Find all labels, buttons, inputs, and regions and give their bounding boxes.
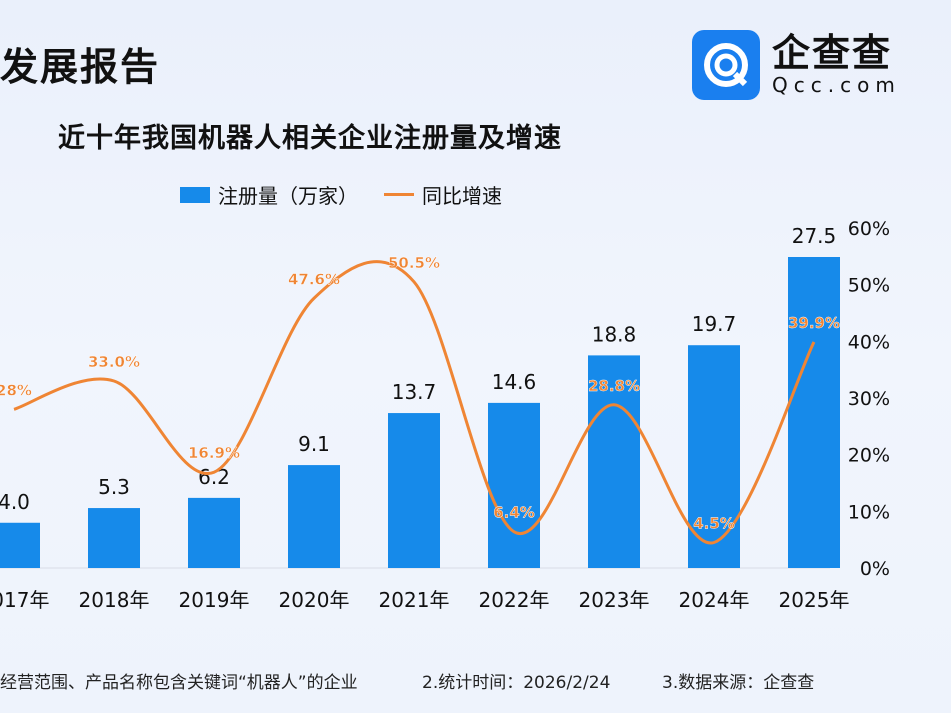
growth-label: 4.5%	[693, 515, 735, 533]
qcc-logo: 企查查 Qcc.com	[692, 30, 901, 100]
bar-value-label: 18.8	[592, 322, 637, 346]
bar	[488, 402, 540, 568]
x-tick-label: 2021年	[379, 588, 450, 612]
bar-value-label: 14.6	[492, 370, 537, 394]
legend-line-label: 同比增速	[422, 184, 502, 208]
growth-label: 16.9%	[188, 444, 240, 462]
y2-tick-label: 40%	[848, 331, 890, 353]
y2-tick-label: 10%	[848, 501, 890, 523]
x-tick-label: 2022年	[479, 588, 550, 612]
qcc-logo-icon	[692, 30, 760, 100]
y2-tick-label: 50%	[848, 275, 890, 297]
growth-label: 50.5%	[388, 254, 440, 272]
y2-tick-label: 30%	[848, 388, 890, 410]
report-title: 发展报告	[0, 45, 161, 89]
chart-title: 近十年我国机器人相关企业注册量及增速	[58, 123, 562, 154]
legend-bar-swatch	[180, 186, 210, 203]
bar	[688, 345, 740, 568]
x-tick-label: 2018年	[79, 588, 150, 612]
bar	[88, 508, 140, 568]
bar	[588, 355, 640, 568]
logo-en-text: Qcc.com	[772, 73, 901, 97]
y2-tick-label: 60%	[848, 218, 890, 240]
note-3: 3.数据来源：企查查	[662, 673, 815, 693]
bar-value-label: 27.5	[792, 224, 837, 248]
growth-label: 28.8%	[588, 377, 640, 395]
bar	[788, 257, 840, 568]
bar-value-label: 19.7	[692, 312, 737, 336]
x-tick-label: 2017年	[0, 588, 49, 612]
bar-value-label: 9.1	[298, 432, 330, 456]
growth-label: 28%	[0, 381, 32, 399]
bar-value-label: 4.0	[0, 490, 30, 514]
x-tick-label: 2025年	[779, 588, 850, 612]
logo-cn-text: 企查查	[772, 31, 893, 75]
y2-tick-label: 0%	[860, 558, 890, 580]
x-tick-label: 2023年	[579, 588, 650, 612]
legend-line-swatch	[384, 193, 414, 196]
legend: 注册量（万家） 同比增速	[180, 180, 502, 209]
note-1: 经营范围、产品名称包含关键词“机器人”的企业	[0, 673, 358, 693]
bar	[0, 522, 40, 568]
bar	[388, 413, 440, 568]
note-2: 2.统计时间：2026/2/24	[422, 673, 611, 693]
x-tick-label: 2024年	[679, 588, 750, 612]
growth-line	[13, 260, 816, 545]
x-tick-label: 2019年	[179, 588, 250, 612]
legend-bar-label: 注册量（万家）	[218, 184, 358, 208]
bar-value-label: 5.3	[98, 475, 130, 499]
bar-value-label: 13.7	[392, 380, 437, 404]
bar	[188, 497, 240, 568]
growth-label: 6.4%	[493, 504, 535, 522]
growth-label: 47.6%	[288, 270, 340, 288]
growth-label: 39.9%	[788, 314, 840, 332]
bar	[288, 465, 340, 568]
bar-value-label: 6.2	[198, 465, 230, 489]
y2-tick-label: 20%	[848, 445, 890, 467]
x-tick-label: 2020年	[279, 588, 350, 612]
growth-label: 33.0%	[88, 353, 140, 371]
